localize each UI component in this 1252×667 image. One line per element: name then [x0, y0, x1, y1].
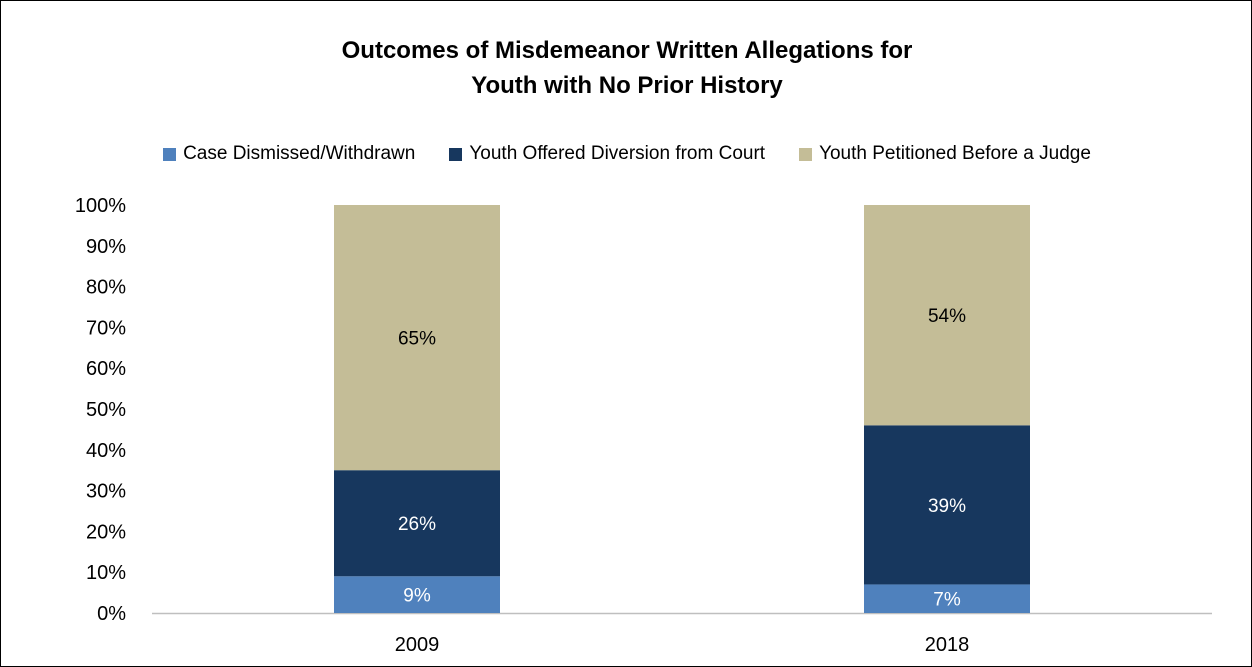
chart-title: Outcomes of Misdemeanor Written Allegati…	[1, 33, 1252, 103]
y-tick-label: 40%	[86, 440, 126, 462]
data-label: 39%	[928, 496, 966, 517]
bar-segment	[334, 470, 500, 577]
legend-label-diversion: Youth Offered Diversion from Court	[469, 143, 766, 164]
y-tick-label: 60%	[86, 358, 126, 380]
y-tick-label: 90%	[86, 236, 126, 258]
y-tick-label: 50%	[86, 399, 126, 421]
x-tick-label: 2018	[925, 634, 970, 656]
legend-swatch-dismissed	[163, 147, 177, 161]
legend-swatch-petitioned	[799, 147, 813, 161]
y-tick-label: 70%	[86, 317, 126, 339]
bar-segment	[334, 576, 500, 613]
bar-segment	[864, 584, 1030, 613]
legend-entry-petitioned: Youth Petitioned Before a Judge	[799, 143, 1091, 165]
y-tick-label: 10%	[86, 562, 126, 584]
data-label: 26%	[398, 514, 436, 535]
bar-segment	[334, 205, 500, 471]
chart-legend: Case Dismissed/Withdrawn Youth Offered D…	[1, 143, 1252, 165]
data-label: 7%	[933, 590, 961, 611]
legend-entry-diversion: Youth Offered Diversion from Court	[449, 143, 765, 165]
bar-segment	[864, 205, 1030, 426]
legend-entry-dismissed: Case Dismissed/Withdrawn	[163, 143, 415, 165]
data-label: 54%	[928, 306, 966, 327]
legend-label-petitioned: Youth Petitioned Before a Judge	[819, 143, 1091, 164]
y-tick-label: 30%	[86, 481, 126, 503]
y-tick-label: 20%	[86, 521, 126, 543]
y-tick-label: 80%	[86, 277, 126, 299]
chart-title-line-1: Outcomes of Misdemeanor Written Allegati…	[341, 37, 913, 64]
bar-segment	[864, 425, 1030, 585]
legend-swatch-diversion	[449, 147, 463, 161]
chart-title-line-2: Youth with No Prior History	[471, 72, 783, 99]
y-tick-label: 0%	[97, 603, 126, 625]
x-tick-label: 2009	[395, 634, 440, 656]
data-label: 65%	[398, 329, 436, 350]
data-label: 9%	[403, 586, 431, 607]
y-tick-label: 100%	[75, 195, 126, 217]
legend-label-dismissed: Case Dismissed/Withdrawn	[183, 143, 416, 164]
